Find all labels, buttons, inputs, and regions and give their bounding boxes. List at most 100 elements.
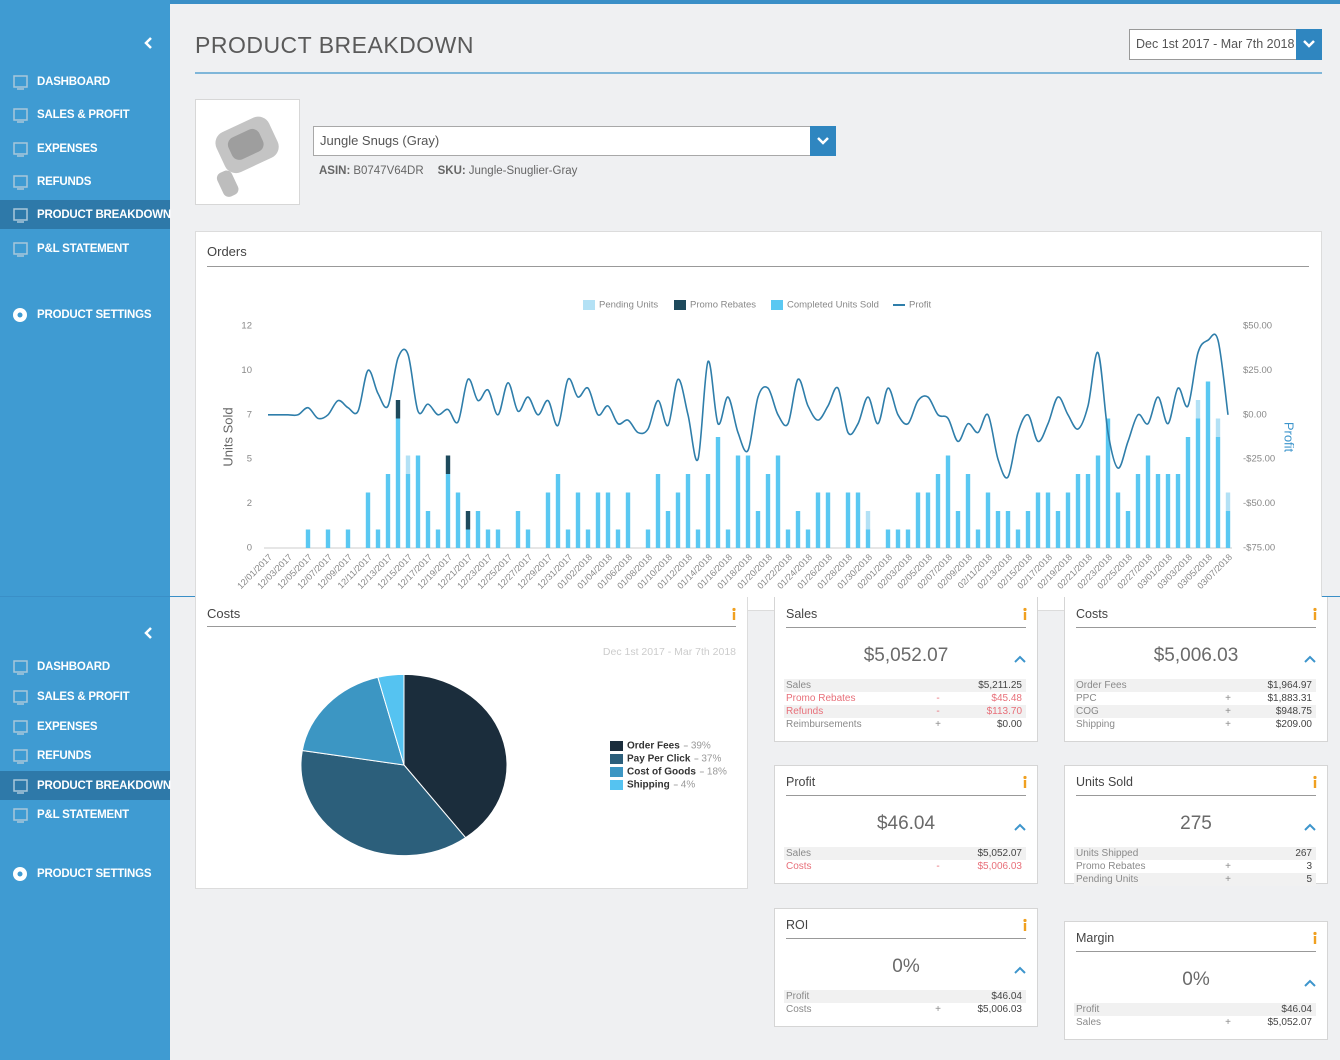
icon-part <box>817 137 829 145</box>
nav-item[interactable]: P&L STATEMENT <box>37 809 129 821</box>
bar <box>615 529 621 548</box>
bar <box>865 529 871 548</box>
collapse-button[interactable] <box>141 626 155 640</box>
row-sign: + <box>935 1004 941 1015</box>
profit-line <box>268 333 1229 479</box>
icon-part <box>1313 607 1317 612</box>
bar <box>465 529 471 548</box>
row-label: Sales <box>786 680 812 691</box>
bar <box>1015 529 1021 548</box>
icon-part <box>1023 607 1027 620</box>
bar <box>525 529 531 548</box>
icon-part <box>1304 979 1316 987</box>
bar <box>1125 511 1131 548</box>
page-title: PRODUCT BREAKDOWN <box>195 32 474 58</box>
icon-part <box>1014 966 1026 974</box>
bar <box>915 492 921 548</box>
bar <box>905 529 911 548</box>
bar <box>555 474 561 548</box>
icon-part <box>144 37 152 49</box>
info-icon <box>1311 775 1319 789</box>
legend-swatch <box>610 780 623 790</box>
nav-item[interactable]: REFUNDS <box>37 750 92 762</box>
row-bg <box>1074 679 1316 692</box>
nav-icon <box>11 718 31 736</box>
product-select[interactable]: Jungle Snugs (Gray) <box>313 126 811 156</box>
icon-part <box>1023 918 1027 923</box>
collapse-button[interactable] <box>141 36 155 50</box>
bar <box>755 511 761 548</box>
bar <box>405 474 411 548</box>
icon-part <box>13 175 28 190</box>
collapse-toggle[interactable] <box>1013 819 1027 831</box>
row-label: Units Shipped <box>1076 848 1139 859</box>
sku: Jungle-Snuglier-Gray <box>468 165 578 177</box>
bar <box>1025 511 1031 548</box>
row-label: PPC <box>1076 693 1097 704</box>
bar <box>1195 418 1201 548</box>
collapse-toggle[interactable] <box>1013 962 1027 974</box>
panel-rule <box>207 626 736 627</box>
icon-part <box>1313 607 1317 620</box>
bar <box>1195 400 1201 419</box>
nav-item[interactable]: SALES & PROFIT <box>37 691 130 703</box>
collapse-toggle[interactable] <box>1303 651 1317 663</box>
row-label: Profit <box>1076 1004 1100 1015</box>
icon-part <box>1014 966 1026 974</box>
date-picker-button[interactable] <box>1296 29 1322 60</box>
collapse-toggle[interactable] <box>1303 819 1317 831</box>
bar <box>785 529 791 548</box>
icon-part <box>1023 607 1027 612</box>
icon-part <box>1313 775 1317 780</box>
nav-item[interactable]: REFUNDS <box>37 176 92 188</box>
icon-part <box>13 808 28 821</box>
bar <box>1075 474 1081 548</box>
icon-part <box>227 128 264 160</box>
nav-item[interactable]: P&L STATEMENT <box>37 243 129 255</box>
bar <box>1145 455 1151 548</box>
collapse-toggle[interactable] <box>1303 975 1317 987</box>
icon-part <box>13 242 28 257</box>
product-select-button[interactable] <box>810 126 836 156</box>
legend-swatch <box>610 754 623 764</box>
row-sign: + <box>1225 1017 1231 1028</box>
info-icon <box>1021 918 1029 932</box>
legend-swatch <box>583 300 595 310</box>
asin-label: ASIN: <box>319 165 351 177</box>
bar <box>595 492 601 548</box>
icon-part <box>1023 923 1027 931</box>
legend-label: Pay Per Click <box>627 754 691 765</box>
icon-part <box>1304 655 1316 663</box>
collapse-toggle[interactable] <box>1013 651 1027 663</box>
nav-item[interactable]: SALES & PROFIT <box>37 109 130 121</box>
icon-part <box>1303 40 1315 48</box>
active-item-bg <box>0 200 170 229</box>
icon-part <box>732 607 736 612</box>
row-value: $209.00 <box>1275 719 1312 730</box>
row-label: Refunds <box>786 706 824 717</box>
icon-part <box>1313 780 1317 788</box>
top-bar <box>170 0 1340 4</box>
bar <box>405 455 411 474</box>
row-sign: - <box>936 706 940 717</box>
pie-slice <box>300 749 467 857</box>
date-picker[interactable]: Dec 1st 2017 - Mar 7th 2018 <box>1129 29 1297 60</box>
nav-item[interactable]: EXPENSES <box>37 143 98 155</box>
nav-item[interactable]: PRODUCT BREAKDOWN <box>37 780 171 792</box>
icon-part <box>13 242 28 255</box>
bar <box>705 474 711 548</box>
row-label: Sales <box>1076 1017 1102 1028</box>
icon-part <box>13 75 28 88</box>
nav-item[interactable]: PRODUCT SETTINGS <box>37 309 152 321</box>
icon-part <box>13 808 28 823</box>
info-icon <box>1021 775 1029 789</box>
icon-part <box>144 627 152 639</box>
y-tick-label: 2 <box>247 498 252 509</box>
bar <box>995 511 1001 548</box>
nav-item[interactable]: DASHBOARD <box>37 76 110 88</box>
nav-item[interactable]: DASHBOARD <box>37 661 110 673</box>
nav-item[interactable]: EXPENSES <box>37 721 98 733</box>
nav-item[interactable]: PRODUCT BREAKDOWN <box>37 209 171 221</box>
nav-icon <box>11 777 31 795</box>
nav-item[interactable]: PRODUCT SETTINGS <box>37 868 152 880</box>
